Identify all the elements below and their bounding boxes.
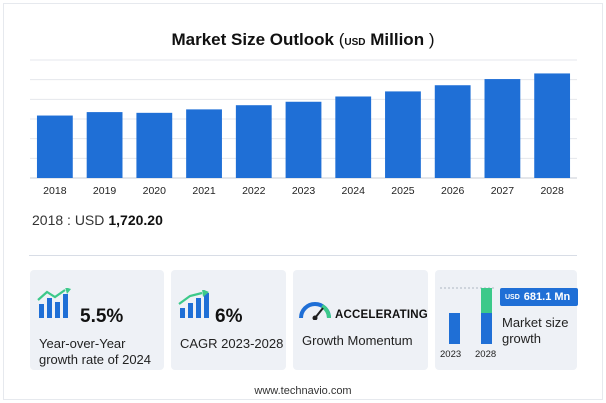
- yoy-card: 5.5% Year-over-Year growth rate of 2024: [30, 270, 164, 370]
- bar-2018: [36, 115, 73, 178]
- x-tick-label: 2019: [93, 185, 117, 197]
- growth-year-start: 2023: [440, 349, 462, 360]
- mini-bar-start: [449, 313, 460, 344]
- yoy-value: 5.5%: [80, 306, 124, 327]
- x-tick-label: 2022: [242, 185, 266, 197]
- bar-2027: [484, 79, 521, 178]
- yoy-label: Year-over-Year growth rate of 2024: [39, 336, 151, 368]
- yoy-label-line1: Year-over-Year: [39, 336, 126, 351]
- momentum-card: ACCELERATING Growth Momentum: [293, 270, 428, 370]
- growth-mini-chart: [440, 287, 496, 344]
- base-year-amount: 1,720.20: [108, 212, 163, 228]
- title-text: Market Size Outlook: [171, 30, 334, 49]
- title-paren-open: (: [338, 30, 345, 49]
- x-tick-label: 2021: [192, 185, 216, 197]
- growth-bars-icon: [37, 288, 71, 318]
- cagr-card: 6% CAGR 2023-2028: [171, 270, 286, 370]
- x-tick-label: 2027: [491, 185, 515, 197]
- x-tick-label: 2023: [292, 185, 316, 197]
- bar-2024: [335, 96, 372, 178]
- title-paren-close: ): [428, 30, 435, 49]
- speedometer-icon: [299, 302, 331, 320]
- mini-bar-end: [481, 313, 492, 344]
- x-tick-label: 2026: [441, 185, 465, 197]
- infographic-frame: [3, 3, 603, 400]
- base-year-value: 2018 : USD 1,720.20: [32, 212, 163, 228]
- growth-card: 2023 2028 Market size growth: [435, 270, 577, 370]
- bar-2023: [285, 101, 322, 178]
- footer-url: www.technavio.com: [254, 385, 352, 397]
- momentum-value: ACCELERATING: [335, 309, 428, 321]
- growth-amount: 681.1 Mn: [523, 291, 571, 303]
- growth-currency: USD: [505, 293, 520, 301]
- x-tick-label: 2028: [540, 185, 564, 197]
- bar-2020: [136, 112, 173, 178]
- bar-2025: [385, 91, 421, 178]
- growth-label-line1: Market size: [502, 315, 569, 330]
- momentum-label: Growth Momentum: [302, 333, 413, 348]
- section-divider: [29, 255, 577, 256]
- title-unit: Million: [370, 30, 425, 49]
- bar-2021: [186, 109, 222, 178]
- x-tick-label: 2018: [43, 185, 67, 197]
- bar-chart: 2018 2019 2020 2021 2022 2023 2024 2025 2026 2027…: [30, 59, 577, 197]
- yoy-label-line2: growth rate of 2024: [39, 352, 152, 367]
- bar-2026: [434, 85, 471, 178]
- growth-value-badge: USD 681.1 Mn: [500, 288, 579, 306]
- x-tick-label: 2024: [342, 185, 366, 197]
- cagr-value: 6%: [215, 306, 243, 327]
- bar-2028: [534, 73, 571, 178]
- bar-2019: [86, 112, 123, 178]
- cagr-bars-icon: [178, 290, 209, 318]
- growth-label: Market size growth: [502, 315, 568, 347]
- base-year-label: 2018 : USD: [32, 212, 105, 228]
- x-tick-label: 2020: [143, 185, 167, 197]
- growth-label-line2: growth: [502, 331, 542, 346]
- bar-2022: [235, 105, 272, 178]
- x-tick-label: 2025: [391, 185, 415, 197]
- cagr-label: CAGR 2023-2028: [180, 336, 284, 351]
- mini-bar-growth: [481, 288, 492, 313]
- chart-title: Market Size Outlook (USD Million ): [0, 30, 606, 50]
- growth-year-end: 2028: [475, 349, 497, 360]
- title-currency: USD: [344, 37, 366, 48]
